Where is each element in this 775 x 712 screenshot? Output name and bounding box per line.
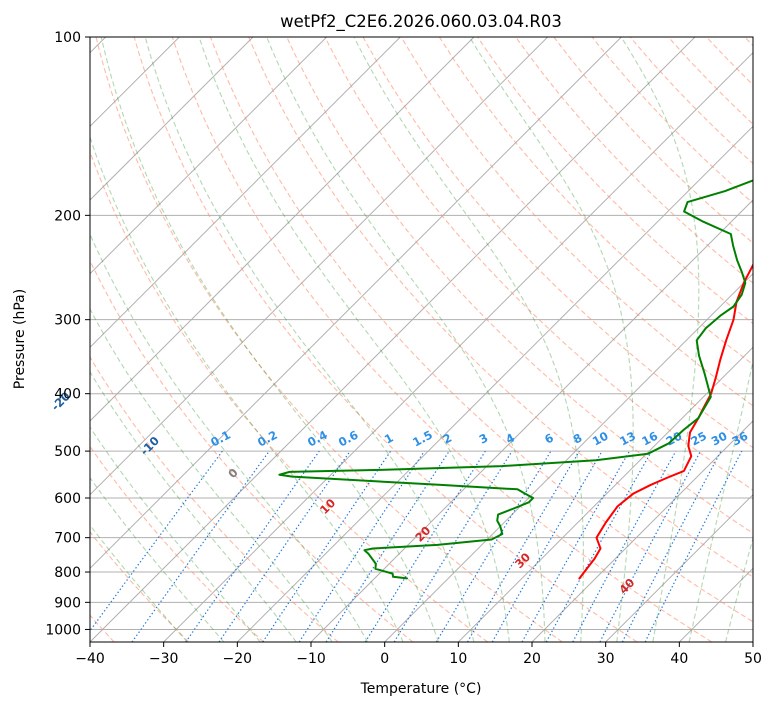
x-tick-label: −30 [149, 651, 179, 667]
y-tick-label: 200 [54, 208, 81, 224]
y-tick-label: 300 [54, 313, 81, 329]
x-tick-label: 50 [744, 651, 762, 667]
x-tick-label: −20 [223, 651, 253, 667]
x-tick-label: 0 [380, 651, 389, 667]
x-axis-title: Temperature (°C) [360, 681, 482, 697]
y-tick-label: 900 [54, 595, 81, 611]
x-tick-label: 10 [449, 651, 467, 667]
y-tick-label: 400 [54, 387, 81, 403]
y-axis-title: Pressure (hPa) [12, 289, 28, 389]
y-tick-label: 100 [54, 30, 81, 46]
chart-title: wetPf2_C2E6.2026.060.03.04.R03 [280, 12, 562, 32]
y-tick-label: 600 [54, 491, 81, 507]
y-tick-label: 500 [54, 444, 81, 460]
y-tick-label: 1000 [45, 622, 81, 638]
y-tick-label: 800 [54, 565, 81, 581]
x-tick-label: 30 [597, 651, 615, 667]
x-tick-label: 20 [523, 651, 541, 667]
y-tick-label: 700 [54, 531, 81, 547]
x-tick-label: 40 [670, 651, 688, 667]
x-tick-label: −10 [296, 651, 326, 667]
x-tick-label: −40 [75, 651, 105, 667]
